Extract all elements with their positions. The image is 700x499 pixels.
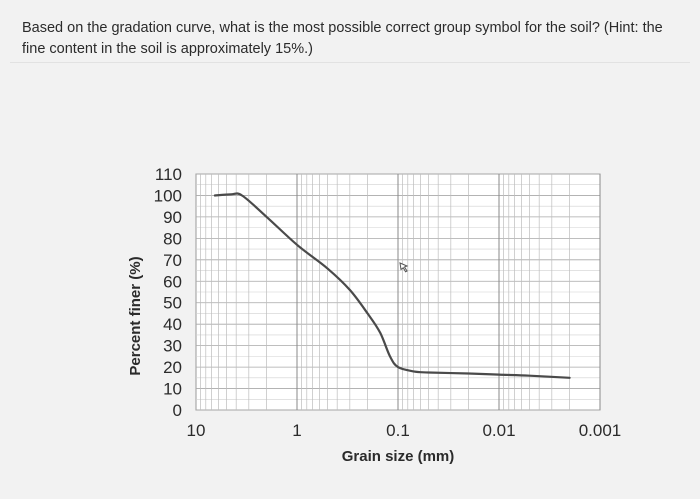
y-tick-label: 40 — [163, 315, 182, 334]
x-tick-label: 0.1 — [386, 421, 410, 440]
y-tick-label: 50 — [163, 294, 182, 313]
x-tick-label: 10 — [187, 421, 206, 440]
gradation-curve — [213, 192, 571, 379]
y-tick-label: 60 — [163, 272, 182, 291]
y-axis-title: Percent finer (%) — [127, 256, 144, 375]
mouse-cursor-icon — [399, 262, 409, 273]
y-tick-label: 70 — [163, 251, 182, 270]
x-axis-title: Grain size (mm) — [342, 448, 455, 465]
y-tick-label: 80 — [163, 229, 182, 248]
y-tick-label: 90 — [163, 208, 182, 227]
question-divider — [10, 62, 690, 63]
x-tick-label: 0.01 — [482, 421, 515, 440]
question-text: Based on the gradation curve, what is th… — [22, 20, 663, 57]
y-tick-label: 0 — [173, 401, 182, 420]
y-tick-label: 30 — [163, 337, 182, 356]
y-tick-label: 110 — [155, 165, 182, 184]
y-tick-label: 10 — [163, 380, 182, 399]
x-tick-label: 0.001 — [579, 421, 622, 440]
y-tick-label: 20 — [163, 358, 182, 377]
x-tick-label: 1 — [292, 421, 301, 440]
x-tick-labels: 10 1 0.1 0.01 0.001 — [187, 421, 622, 440]
y-tick-labels: 0 10 20 30 40 50 60 70 80 90 100 110 — [154, 165, 182, 420]
y-tick-label: 100 — [154, 186, 182, 205]
